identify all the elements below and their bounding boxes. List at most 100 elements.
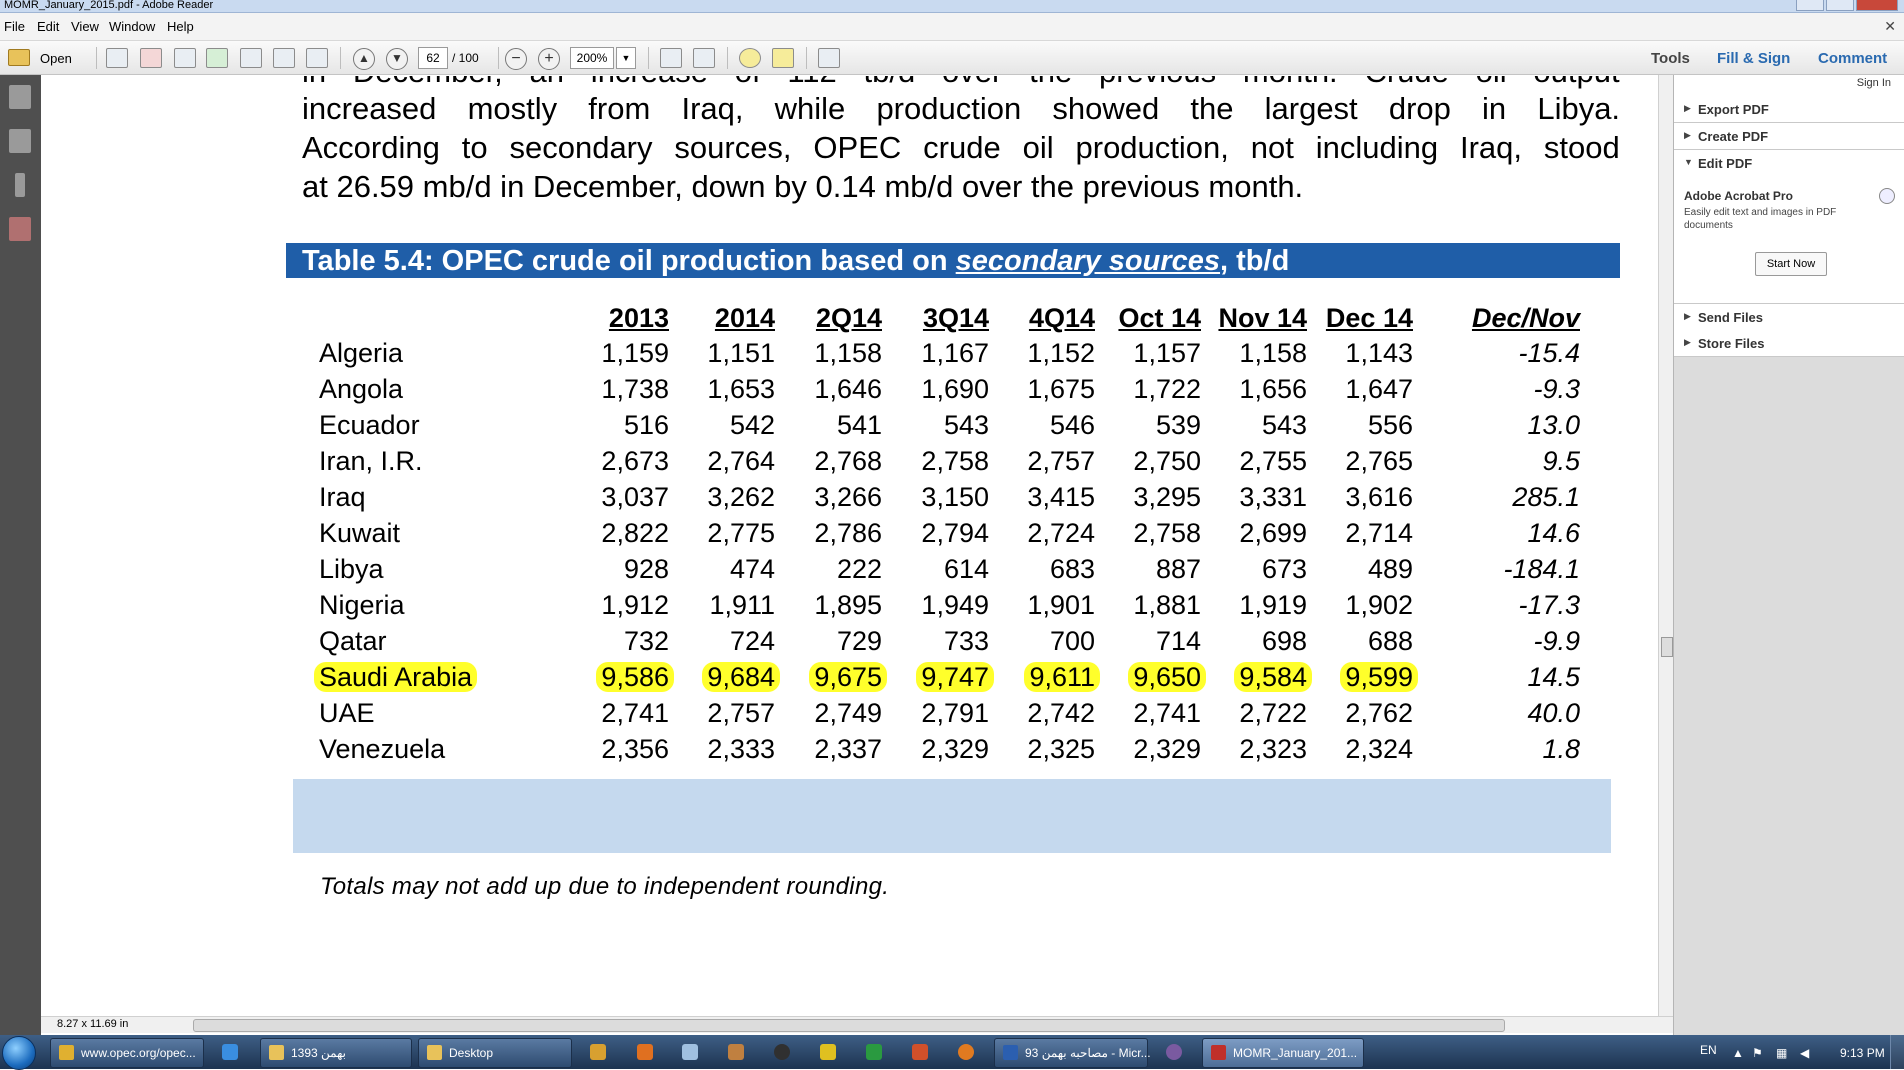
zoom-input[interactable]: 200% <box>570 47 614 69</box>
cell-value: 2,822 <box>601 518 669 548</box>
maximize-button[interactable] <box>1826 0 1854 11</box>
minimize-button[interactable] <box>1796 0 1824 11</box>
attachments-icon[interactable] <box>15 173 25 197</box>
section-store-files[interactable]: ▶ Store Files <box>1674 330 1904 357</box>
column-header-diff: Dec/Nov <box>1471 303 1580 333</box>
powerpoint-icon[interactable] <box>912 1044 928 1060</box>
table-cell: 1,690 <box>879 374 989 405</box>
menu-file[interactable]: File <box>4 19 25 34</box>
cell-value: 1,656 <box>1239 374 1307 404</box>
fullscreen-icon[interactable] <box>818 48 840 68</box>
app-icon[interactable] <box>820 1044 836 1060</box>
cell-value: 732 <box>623 626 669 656</box>
diff-value: 14.6 <box>1527 518 1580 548</box>
clock[interactable]: 9:13 PM <box>1840 1046 1885 1060</box>
cell-value: 2,786 <box>814 518 882 548</box>
table-cell: 2,762 <box>1303 698 1413 729</box>
cell-value: 2,741 <box>601 698 669 728</box>
cell-value: 2,758 <box>1133 518 1201 548</box>
table-cell: 1,675 <box>985 374 1095 405</box>
cell-value: 1,919 <box>1239 590 1307 620</box>
tab-comment[interactable]: Comment <box>1818 50 1888 67</box>
toolbar: Open ▲ ▼ 62 / 100 − + 200% ▼ Tools Fill … <box>0 41 1904 75</box>
section-export-pdf[interactable]: ▶ Export PDF <box>1674 96 1904 123</box>
close-window-button[interactable] <box>1856 0 1898 11</box>
section-send-files[interactable]: ▶ Send Files <box>1674 303 1904 331</box>
next-page-icon[interactable]: ▼ <box>386 48 408 70</box>
cell-value: 2,724 <box>1027 518 1095 548</box>
table-cell: 556 <box>1303 410 1413 441</box>
table-cell: 9,684 <box>670 662 780 693</box>
menu-window[interactable]: Window <box>109 19 156 34</box>
zoom-in-icon[interactable]: + <box>538 48 560 70</box>
fit-page-icon[interactable] <box>660 48 682 68</box>
export-pdf-icon[interactable] <box>140 48 162 68</box>
internet-explorer-icon[interactable] <box>222 1044 238 1060</box>
media-icon[interactable] <box>590 1044 606 1060</box>
taskbar-chrome[interactable]: www.opec.org/opec... <box>50 1038 204 1068</box>
volume-icon[interactable]: ◀ <box>1800 1046 1810 1060</box>
taskbar-folder[interactable]: 1393 بهمن <box>260 1038 412 1068</box>
left-navigation-pane <box>0 75 41 1037</box>
firefox-icon[interactable] <box>958 1044 974 1060</box>
app-icon[interactable] <box>728 1044 744 1060</box>
create-pdf-icon[interactable] <box>106 48 128 68</box>
page-number-input[interactable]: 62 <box>418 47 448 69</box>
page-thumbnails-icon[interactable] <box>9 85 31 109</box>
menu-edit[interactable]: Edit <box>37 19 60 34</box>
document-view[interactable] <box>41 75 1658 1016</box>
horizontal-scroll-thumb[interactable] <box>193 1019 1505 1032</box>
excel-icon[interactable] <box>866 1044 882 1060</box>
start-now-button[interactable]: Start Now <box>1755 252 1827 276</box>
folder-open-icon[interactable] <box>8 49 30 66</box>
scroll-thumb[interactable] <box>1661 637 1673 657</box>
bookmarks-icon[interactable] <box>9 129 31 153</box>
menu-help[interactable]: Help <box>167 19 194 34</box>
table-cell: 2,758 <box>1091 518 1201 549</box>
table-cell: 1,167 <box>879 338 989 369</box>
section-edit-pdf[interactable]: ▼ Edit PDF <box>1674 150 1904 176</box>
start-button[interactable] <box>2 1036 36 1070</box>
zoom-dropdown-icon[interactable]: ▼ <box>616 47 636 69</box>
highlight-icon[interactable] <box>772 48 794 68</box>
close-document-icon[interactable]: ✕ <box>1884 18 1896 34</box>
email-icon[interactable] <box>306 48 328 68</box>
disc-icon[interactable] <box>774 1044 790 1060</box>
table-cell: 2,768 <box>772 446 882 477</box>
section-create-pdf[interactable]: ▶ Create PDF <box>1674 123 1904 150</box>
open-button[interactable]: Open <box>40 51 72 66</box>
cell-value: 3,295 <box>1133 482 1201 512</box>
zoom-out-icon[interactable]: − <box>505 48 527 70</box>
table-cell: 2,791 <box>879 698 989 729</box>
table-cell: 729 <box>772 626 882 657</box>
signatures-icon[interactable] <box>9 217 31 241</box>
show-desktop-button[interactable] <box>1890 1035 1904 1069</box>
print-icon[interactable] <box>273 48 295 68</box>
fit-width-icon[interactable] <box>693 48 715 68</box>
cell-value: 2,699 <box>1239 518 1307 548</box>
tab-tools[interactable]: Tools <box>1651 50 1690 67</box>
flag-icon[interactable]: ⚑ <box>1752 1046 1763 1060</box>
vlc-icon[interactable] <box>637 1044 653 1060</box>
taskbar-adobe-reader[interactable]: MOMR_January_201... <box>1202 1038 1364 1068</box>
upload-cloud-icon[interactable] <box>206 48 228 68</box>
document-icon[interactable] <box>682 1044 698 1060</box>
table-cell: 222 <box>772 554 882 585</box>
menu-view[interactable]: View <box>71 19 99 34</box>
horizontal-scrollbar[interactable]: 8.27 x 11.69 in <box>41 1016 1673 1033</box>
taskbar-desktop[interactable]: Desktop <box>418 1038 572 1068</box>
save-icon[interactable] <box>240 48 262 68</box>
network-icon[interactable]: ▦ <box>1776 1046 1788 1060</box>
taskbar-word[interactable]: مصاحبه بهمن 93 - Micr... <box>994 1038 1151 1068</box>
tray-arrow-icon[interactable]: ▲ <box>1732 1046 1744 1060</box>
comment-icon[interactable] <box>739 48 761 68</box>
language-indicator[interactable]: EN <box>1700 1043 1717 1057</box>
previous-page-icon[interactable]: ▲ <box>353 48 375 70</box>
vertical-scrollbar[interactable] <box>1658 75 1674 1016</box>
edit-icon[interactable] <box>174 48 196 68</box>
sign-in-link[interactable]: Sign In <box>1856 77 1891 89</box>
cell-value: 688 <box>1367 626 1413 656</box>
tab-fill-sign[interactable]: Fill & Sign <box>1717 50 1791 67</box>
paragraph-line: at 26.59 mb/d in December, down by 0.14 … <box>302 169 1304 204</box>
viber-icon[interactable] <box>1166 1044 1182 1060</box>
